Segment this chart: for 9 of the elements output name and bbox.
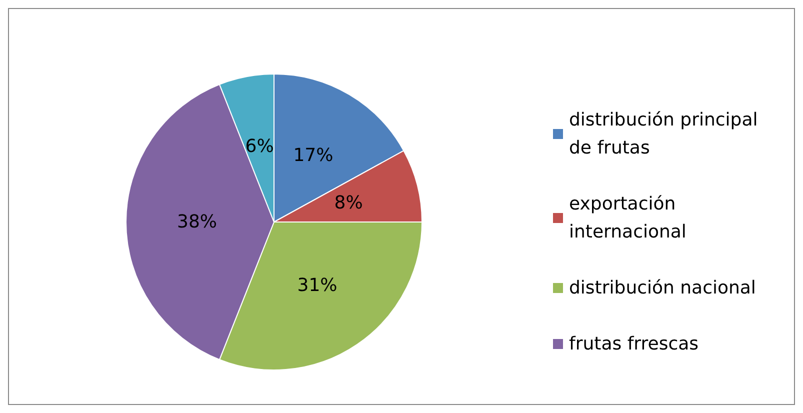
data-label: 8%	[334, 192, 363, 214]
data-label: 31%	[297, 275, 338, 296]
data-label: 38%	[176, 212, 218, 232]
data-label: 17%	[293, 145, 334, 166]
data-label: 6%	[245, 136, 274, 157]
legend-label: exportación internacional	[569, 194, 686, 242]
legend-label: frutas frrescas	[569, 334, 699, 354]
legend-label: distribución principal de frutas	[569, 110, 764, 158]
legend-label: distribución nacional	[569, 278, 756, 298]
